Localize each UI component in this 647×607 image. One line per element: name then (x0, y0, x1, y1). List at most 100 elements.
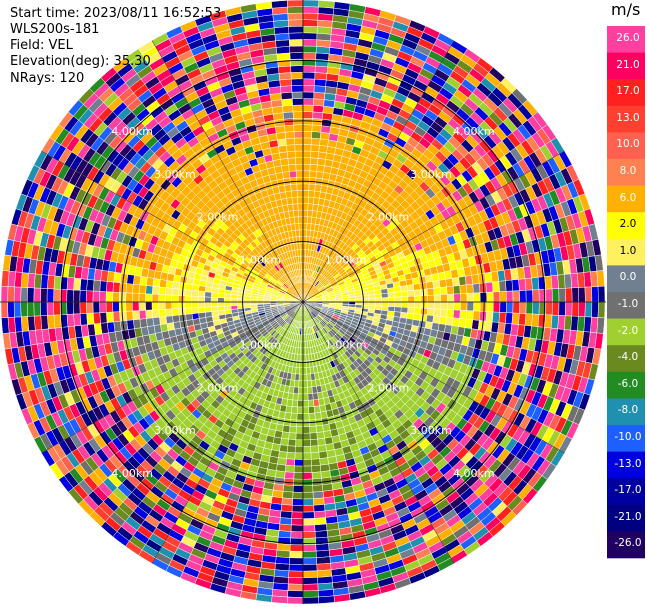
velocity-cell (40, 315, 49, 330)
velocity-cell (532, 301, 540, 315)
velocity-cell (138, 301, 146, 311)
velocity-cell (99, 301, 107, 313)
velocity-cell (451, 317, 460, 327)
velocity-cell (287, 577, 304, 585)
velocity-cell (302, 196, 309, 204)
velocity-cell (172, 281, 181, 290)
velocity-cell (106, 281, 114, 293)
velocity-cell (309, 170, 317, 179)
velocity-cell (446, 309, 455, 319)
velocity-cell (531, 313, 540, 327)
velocity-cell (302, 498, 314, 506)
velocity-cell (302, 426, 311, 434)
velocity-cell (499, 291, 507, 303)
velocity-cell (453, 301, 461, 311)
velocity-cell (511, 312, 520, 325)
velocity-cell (40, 274, 49, 289)
velocity-cell (519, 290, 527, 303)
velocity-cell (302, 550, 317, 559)
velocity-cell (184, 295, 192, 303)
velocity-cell (112, 281, 121, 293)
velocity-cell (287, 583, 304, 592)
velocity-cell (492, 311, 500, 323)
velocity-cell (13, 286, 22, 303)
velocity-cell (294, 459, 304, 467)
velocity-cell (302, 222, 308, 231)
velocity-cell (460, 301, 468, 311)
velocity-cell (312, 105, 324, 113)
velocity-cell (280, 437, 289, 446)
velocity-cell (284, 471, 295, 480)
velocity-cell (7, 301, 15, 318)
velocity-cell (105, 301, 114, 313)
velocity-cell (400, 306, 409, 314)
velocity-cell (302, 91, 315, 100)
velocity-cell (159, 279, 168, 288)
velocity-cell (243, 301, 251, 306)
velocity-cell (293, 472, 304, 480)
velocity-cell (302, 347, 306, 355)
velocity-cell (387, 287, 395, 294)
velocity-cell (165, 287, 173, 296)
velocity-cell (310, 451, 320, 460)
velocity-cell (368, 297, 376, 303)
velocity-cell (550, 274, 559, 290)
velocity-cell (499, 301, 507, 313)
velocity-cell (479, 292, 488, 303)
velocity-cell (184, 301, 192, 309)
velocity-cell (308, 419, 317, 427)
velocity-cell (279, 517, 292, 526)
velocity-cell (313, 405, 321, 414)
velocity-cell (313, 399, 320, 407)
velocity-cell (46, 288, 55, 303)
velocity-cell (316, 562, 332, 572)
velocity-cell (204, 311, 213, 318)
velocity-cell (295, 432, 304, 441)
velocity-cell (178, 295, 186, 303)
velocity-cell (106, 311, 114, 323)
velocity-cell (394, 296, 402, 303)
velocity-cell (53, 301, 61, 316)
velocity-cell (302, 577, 319, 585)
velocity-cell (401, 301, 409, 308)
velocity-cell (545, 288, 553, 303)
velocity-cell (545, 301, 553, 316)
velocity-cell (290, 531, 304, 539)
velocity-cell (420, 301, 428, 309)
velocity-cell (292, 491, 304, 500)
velocity-cell (584, 301, 593, 318)
velocity-cell (278, 530, 292, 539)
velocity-cell (302, 98, 314, 106)
velocity-cell (145, 293, 153, 303)
velocity-cell (79, 313, 88, 326)
velocity-cell (412, 283, 421, 291)
velocity-cell (165, 280, 174, 289)
velocity-cell (112, 311, 121, 323)
velocity-cell (172, 314, 181, 323)
velocity-cell (486, 301, 494, 313)
velocity-cell (310, 150, 320, 159)
velocity-cell (139, 276, 148, 286)
velocity-cell (274, 562, 290, 572)
velocity-cell (381, 292, 389, 299)
velocity-cell (524, 277, 533, 291)
velocity-cell (558, 288, 566, 303)
velocity-cell (302, 452, 312, 460)
velocity-cell (394, 291, 402, 298)
velocity-cell (433, 308, 441, 317)
velocity-cell (151, 309, 160, 319)
velocity-cell (532, 289, 540, 303)
velocity-cell (466, 292, 474, 303)
velocity-cell (446, 293, 455, 303)
velocity-cell (297, 393, 304, 401)
velocity-cell (302, 544, 317, 552)
velocity-cell (146, 317, 155, 327)
velocity-cell (302, 65, 316, 73)
velocity-cell (571, 301, 579, 317)
velocity-cell (310, 144, 320, 153)
velocity-cell (315, 52, 330, 61)
velocity-cell (0, 285, 9, 303)
velocity-cell (290, 412, 298, 421)
velocity-cell (433, 301, 442, 310)
velocity-cell (33, 301, 42, 317)
